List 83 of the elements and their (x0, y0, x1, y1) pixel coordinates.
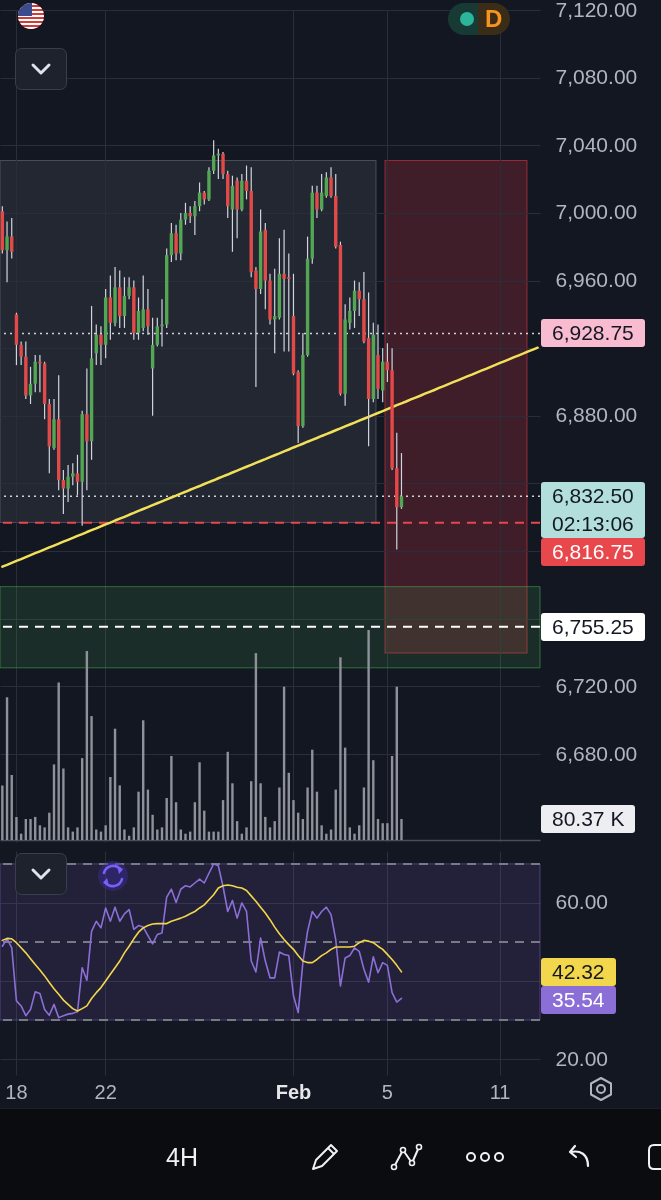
candlestick (174, 224, 178, 261)
bar (372, 760, 375, 840)
bar (212, 831, 215, 840)
bar (339, 657, 342, 840)
x-tick-label: 5 (381, 1080, 393, 1103)
bar (231, 783, 234, 840)
status-badge: D (448, 3, 510, 35)
text: 80.37 K (552, 806, 625, 832)
candlestick (193, 200, 197, 236)
candlestick (28, 366, 33, 405)
bar (320, 825, 323, 840)
text: 4H (166, 1142, 198, 1173)
candlestick (127, 276, 131, 300)
bar (273, 821, 276, 840)
bar (1, 785, 4, 840)
y-tick-label: 6,880.00 (555, 403, 638, 427)
bar (259, 783, 262, 840)
candlestick (183, 202, 188, 226)
bar (278, 787, 281, 840)
candlestick (315, 185, 319, 219)
y-tick-label: 7,000.00 (555, 200, 638, 224)
x-tick-label: 22 (94, 1080, 117, 1103)
y-tick-label: 6,680.00 (555, 741, 638, 765)
x-tick-label: 11 (489, 1080, 511, 1103)
bar (400, 819, 403, 840)
annotation: D (485, 5, 503, 33)
bar (29, 819, 32, 840)
candlestick (329, 166, 333, 199)
ref-line-label: 6,928.75 (552, 320, 634, 347)
bar (367, 630, 370, 840)
line-series (1, 346, 539, 568)
bar (137, 791, 140, 840)
bar (245, 827, 248, 840)
candlestick (19, 340, 23, 366)
bar (217, 831, 220, 840)
y-tick-label: 6,960.00 (555, 268, 638, 292)
bar (15, 816, 18, 840)
candlestick (221, 151, 225, 180)
bar (43, 827, 46, 840)
candlestick (99, 325, 103, 366)
candlestick (230, 175, 235, 253)
y-tick-label: 7,040.00 (555, 132, 638, 156)
ref-line-label: 6,816.75 (552, 539, 634, 566)
x-tick-label: 18 (5, 1080, 28, 1103)
bar (198, 762, 201, 840)
y-tick-label: 7,120.00 (555, 0, 638, 21)
text: 02:13:06 (552, 511, 634, 538)
candlestick (211, 139, 216, 175)
bar (353, 833, 356, 840)
bar (76, 827, 79, 840)
bar (306, 787, 309, 840)
bar (184, 833, 187, 840)
line-series (1, 884, 403, 1012)
bar (62, 768, 65, 840)
candlestick (141, 274, 145, 332)
bar (90, 716, 93, 840)
bar (48, 812, 51, 840)
candlestick (324, 171, 329, 199)
bar (325, 833, 328, 840)
bar (292, 800, 295, 840)
bar (104, 825, 107, 840)
ref-line-label: 6,755.25 (552, 613, 634, 640)
y-tick-label: 6,720.00 (555, 673, 638, 697)
y-tick-label: 7,080.00 (555, 65, 638, 89)
bar (156, 829, 159, 840)
y-tick-label: 20.00 (555, 1046, 609, 1070)
ref-line-label: 6,832.50 (552, 483, 634, 510)
text: 42.32 (552, 958, 605, 985)
bar (381, 823, 384, 840)
bar (170, 756, 173, 840)
x-tick-label: Feb (275, 1080, 312, 1103)
bar (57, 682, 60, 840)
text: 35.54 (552, 986, 605, 1013)
candlestick (71, 462, 75, 486)
bar (165, 798, 168, 840)
bar (109, 777, 112, 840)
bar (123, 829, 126, 840)
y-tick-label: 60.00 (555, 890, 609, 914)
candlestick (5, 220, 9, 283)
bar (264, 816, 267, 840)
bar (151, 814, 154, 840)
line-series (1, 863, 403, 1019)
bar (386, 823, 389, 840)
